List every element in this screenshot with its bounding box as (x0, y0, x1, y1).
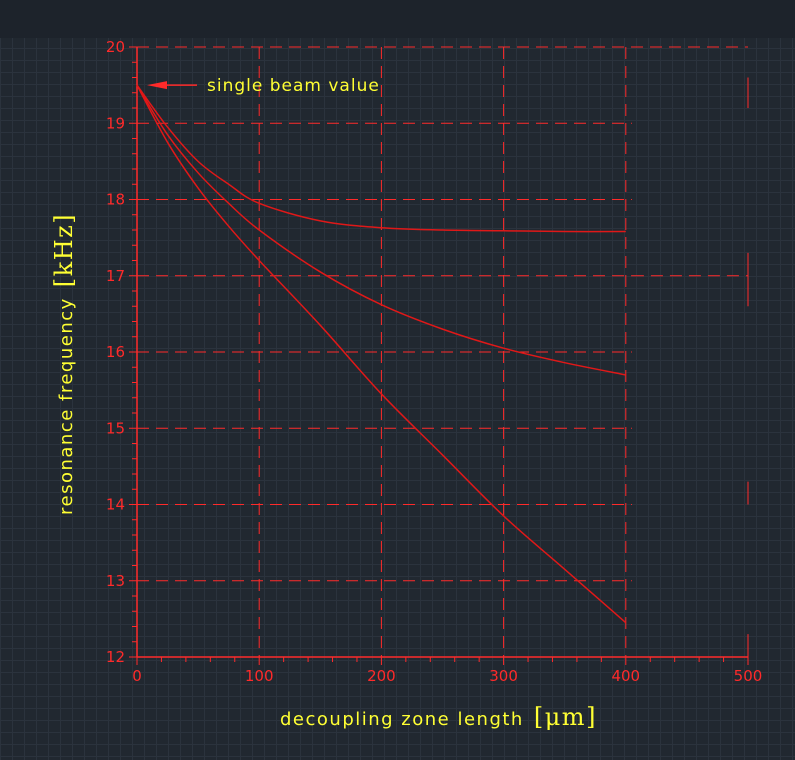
grid (137, 46, 749, 657)
y-tick-label: 17 (106, 267, 125, 285)
annotation-label: single beam value (207, 76, 380, 96)
annotation: single beam value (147, 76, 380, 96)
x-tick-label: 300 (489, 667, 518, 685)
x-tick-labels: 0 100 200 300 400 500 (132, 667, 762, 685)
x-axis-label: decoupling zone length [μm] (280, 703, 597, 731)
top-bar (0, 0, 795, 38)
y-tick-label: 12 (106, 648, 125, 666)
y-tick-labels: 12 13 14 15 16 17 18 19 20 (106, 38, 125, 666)
y-tick-label: 13 (106, 572, 125, 590)
y-tick-label: 19 (106, 114, 125, 132)
y-axis-label: resonance frequency[kHz] (50, 213, 78, 515)
y-tick-label: 14 (106, 496, 125, 514)
x-axis-unit: [μm] (534, 703, 597, 731)
annotation-arrowhead (147, 81, 167, 90)
y-tick-label: 20 (106, 38, 125, 56)
axes (129, 46, 749, 665)
series-line-3 (136, 84, 627, 624)
x-tick-label: 200 (367, 667, 396, 685)
series-curves (136, 84, 627, 624)
y-tick-label: 16 (106, 343, 125, 361)
x-tick-label: 500 (734, 667, 763, 685)
y-axis-unit: [kHz] (50, 213, 78, 287)
y-tick-label: 15 (106, 419, 125, 437)
x-tick-label: 0 (132, 667, 142, 685)
x-tick-label: 100 (245, 667, 274, 685)
x-tick-label: 400 (611, 667, 640, 685)
series-line-1 (136, 84, 626, 233)
y-tick-label: 18 (106, 191, 125, 209)
series-line-2 (136, 84, 626, 376)
